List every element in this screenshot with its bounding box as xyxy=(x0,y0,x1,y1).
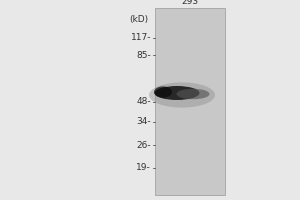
Text: 34-: 34- xyxy=(136,117,151,127)
Text: (kD): (kD) xyxy=(129,15,148,24)
Bar xyxy=(155,8,225,195)
Text: 26-: 26- xyxy=(136,140,151,150)
Text: 85-: 85- xyxy=(136,50,151,60)
Ellipse shape xyxy=(154,86,200,100)
Ellipse shape xyxy=(176,89,209,99)
Text: 117-: 117- xyxy=(130,33,151,43)
Ellipse shape xyxy=(149,82,215,108)
Text: 19-: 19- xyxy=(136,164,151,172)
Ellipse shape xyxy=(154,86,172,98)
Text: 293: 293 xyxy=(182,0,199,6)
Text: 48-: 48- xyxy=(136,98,151,106)
